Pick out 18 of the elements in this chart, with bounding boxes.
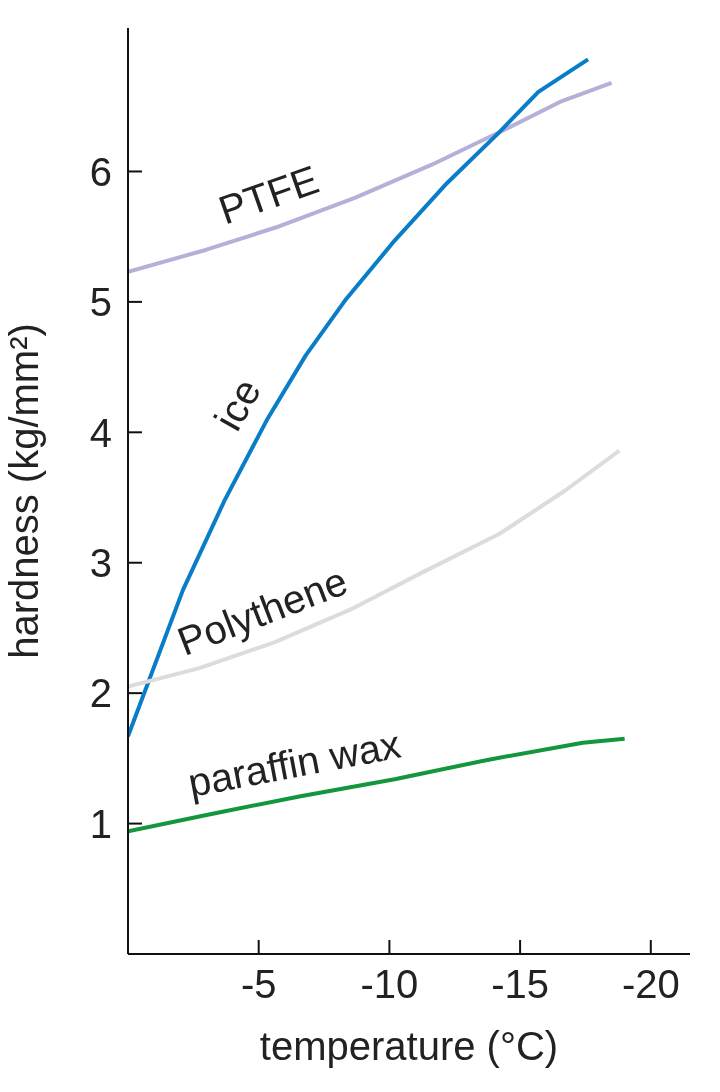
y-tick-label: 1 xyxy=(89,801,112,846)
x-axis-title: temperature (°C) xyxy=(259,1024,559,1068)
line-series xyxy=(128,736,627,834)
line-series xyxy=(128,448,622,689)
x-tick-label: -20 xyxy=(621,962,680,1007)
y-tick-label: 6 xyxy=(89,149,112,194)
y-tick-label: 4 xyxy=(89,410,112,455)
text: PTFE xyxy=(213,157,325,233)
x-tick-label: -5 xyxy=(240,962,277,1007)
y-tick-label: 2 xyxy=(89,671,112,716)
line-series xyxy=(128,80,614,274)
x-tick-label: -15 xyxy=(491,962,549,1007)
y-axis-title: hardness (kg/mm²) xyxy=(2,323,47,659)
text: paraffin wax xyxy=(184,721,404,805)
y-tick-label: 5 xyxy=(89,280,112,325)
text: ice xyxy=(205,371,270,438)
y-tick-label: 3 xyxy=(89,540,112,585)
x-tick-label: -10 xyxy=(360,962,419,1007)
